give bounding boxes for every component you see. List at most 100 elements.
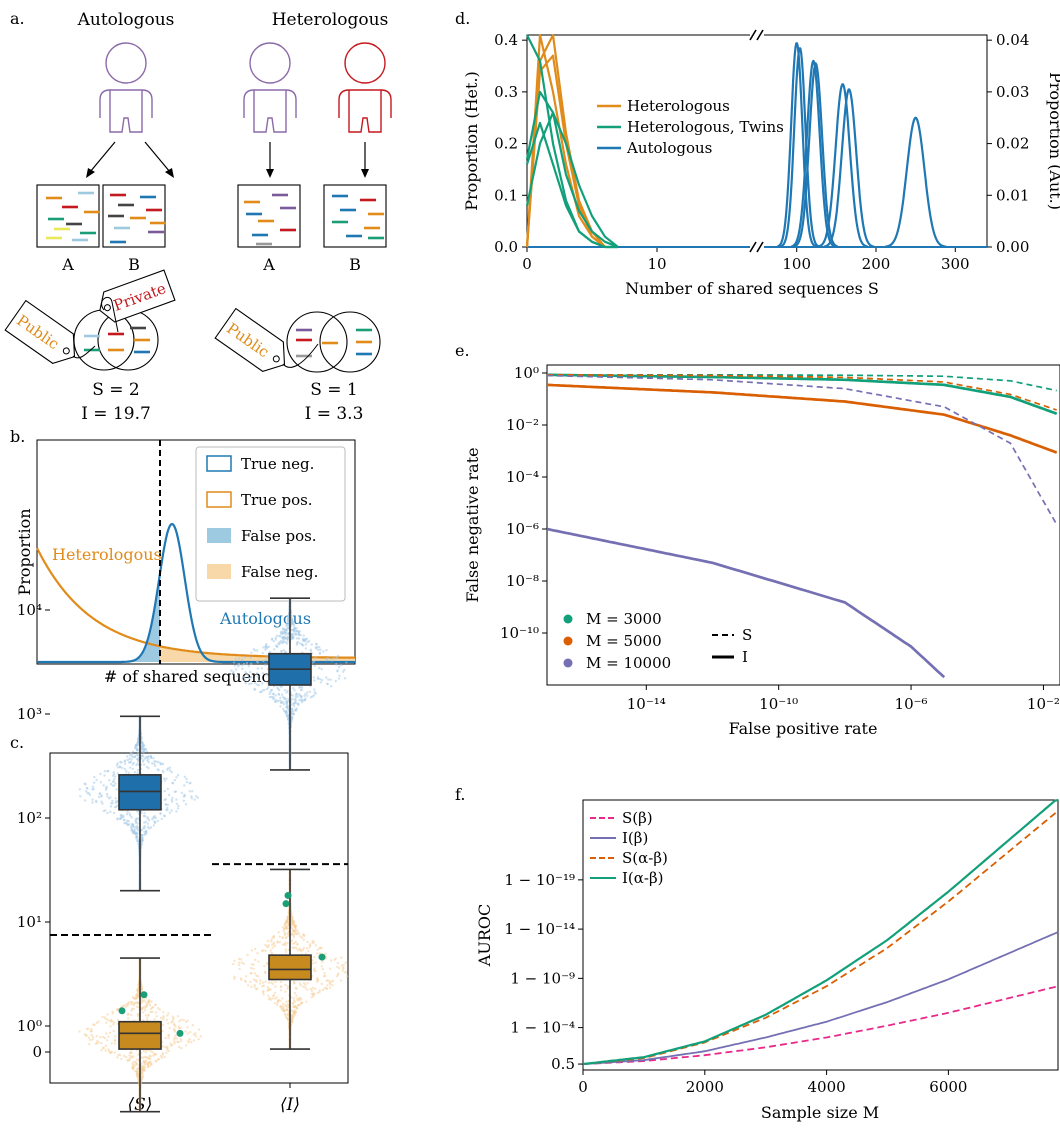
autologous-point xyxy=(293,698,296,701)
heterologous-point xyxy=(242,962,246,965)
heterologous-point xyxy=(173,1042,176,1045)
heterologous-point xyxy=(302,938,305,941)
autologous-point xyxy=(326,682,329,685)
autologous-point xyxy=(290,636,294,640)
autologous-point xyxy=(184,803,188,806)
d-ytick-right-label: 0.02 xyxy=(996,135,1029,153)
heterologous-point xyxy=(124,1005,127,1009)
autologous-point xyxy=(314,656,317,659)
autologous-point xyxy=(150,762,154,765)
autologous-point xyxy=(266,682,269,685)
heterologous-point xyxy=(127,1017,130,1020)
heterologous-point xyxy=(255,974,258,977)
autologous-point xyxy=(128,812,131,815)
autologous-point xyxy=(283,630,287,633)
autologous-point xyxy=(165,777,168,780)
heterologous-point xyxy=(292,919,295,922)
heterologous-point xyxy=(336,965,339,968)
heterologous-point xyxy=(141,1074,144,1077)
heterologous-point xyxy=(286,985,289,988)
heterologous-point xyxy=(109,1025,112,1028)
heterologous-point xyxy=(142,1059,145,1063)
autologous-line xyxy=(780,47,820,248)
autologous-point xyxy=(130,758,133,761)
heterologous-point xyxy=(340,964,344,967)
autologous-point xyxy=(126,810,129,813)
heterologous-point xyxy=(102,1035,105,1039)
heterologous-point xyxy=(89,1038,92,1042)
autologous-point xyxy=(337,677,341,680)
heterologous-point xyxy=(146,1063,149,1066)
autologous-point xyxy=(262,659,265,663)
autologous-point xyxy=(146,822,150,825)
heterologous-point xyxy=(265,945,269,948)
autologous-point xyxy=(335,663,338,666)
heterologous-point xyxy=(154,1011,158,1014)
heterologous-point xyxy=(166,1047,169,1050)
person-heterologous-2 xyxy=(338,42,392,133)
heterologous-point xyxy=(273,945,277,948)
autologous-point xyxy=(287,707,290,711)
heterologous-point xyxy=(151,1010,154,1014)
heterologous-point xyxy=(326,979,329,982)
b-het-label: Heterologous xyxy=(52,545,162,564)
heterologous-point xyxy=(272,941,275,944)
heterologous-point xyxy=(238,967,241,971)
autologous-point xyxy=(301,639,305,642)
autologous-point xyxy=(290,709,294,712)
autologous-point xyxy=(282,707,285,711)
autologous-point xyxy=(286,689,289,693)
heterologous-point xyxy=(142,1011,145,1014)
autologous-point xyxy=(136,769,140,772)
heterologous-point xyxy=(299,948,302,951)
heterologous-point xyxy=(111,1012,115,1015)
autologous-point xyxy=(134,819,137,822)
heterologous-point xyxy=(130,1056,133,1059)
autologous-point xyxy=(304,697,307,700)
heterologous-point xyxy=(149,1064,152,1067)
autologous-point xyxy=(318,677,322,681)
autologous-point xyxy=(291,694,294,697)
autologous-point xyxy=(133,828,136,831)
autologous-point xyxy=(264,658,268,661)
heterologous-point xyxy=(237,963,241,967)
autologous-point xyxy=(170,809,173,812)
outlier-point xyxy=(318,953,326,961)
autologous-point xyxy=(131,767,134,771)
d-ytick-left-label: 0.1 xyxy=(494,186,518,204)
autologous-point xyxy=(131,763,134,766)
e-legend-label: S xyxy=(742,626,752,644)
autologous-point xyxy=(115,800,118,803)
heterologous-point xyxy=(282,1007,285,1010)
autologous-point xyxy=(162,777,166,780)
heterologous-point xyxy=(314,944,318,947)
heterologous-point xyxy=(270,938,273,941)
autologous-point xyxy=(135,831,138,834)
heterologous-point xyxy=(290,939,294,942)
autologous-point xyxy=(261,682,264,685)
heterologous-point xyxy=(165,1051,168,1055)
e-ytick-label: 10⁰ xyxy=(514,364,539,382)
heterologous-point xyxy=(344,961,347,964)
autologous-point xyxy=(256,675,260,678)
heterologous-point xyxy=(285,926,288,930)
autologous-point xyxy=(143,763,146,766)
twins-line xyxy=(525,90,619,249)
heterologous-point xyxy=(253,972,257,975)
heterologous-point xyxy=(302,982,306,985)
heterologous-point xyxy=(290,1009,293,1012)
heterologous-point xyxy=(114,1035,117,1038)
autologous-line xyxy=(776,42,817,248)
heterologous-point xyxy=(134,1069,137,1073)
heterologous-point xyxy=(287,948,290,952)
heterologous-point xyxy=(263,964,266,968)
heterologous-point xyxy=(328,967,332,970)
e-legend-label: I xyxy=(742,648,748,666)
panel-label-c: c. xyxy=(10,733,24,752)
heterologous-point xyxy=(280,1005,283,1008)
heterologous-point xyxy=(276,940,279,943)
heterologous-point xyxy=(271,946,274,949)
autologous-point xyxy=(304,643,308,646)
autologous-point xyxy=(297,637,301,640)
d-ytick-right-label: 0.04 xyxy=(996,31,1029,49)
